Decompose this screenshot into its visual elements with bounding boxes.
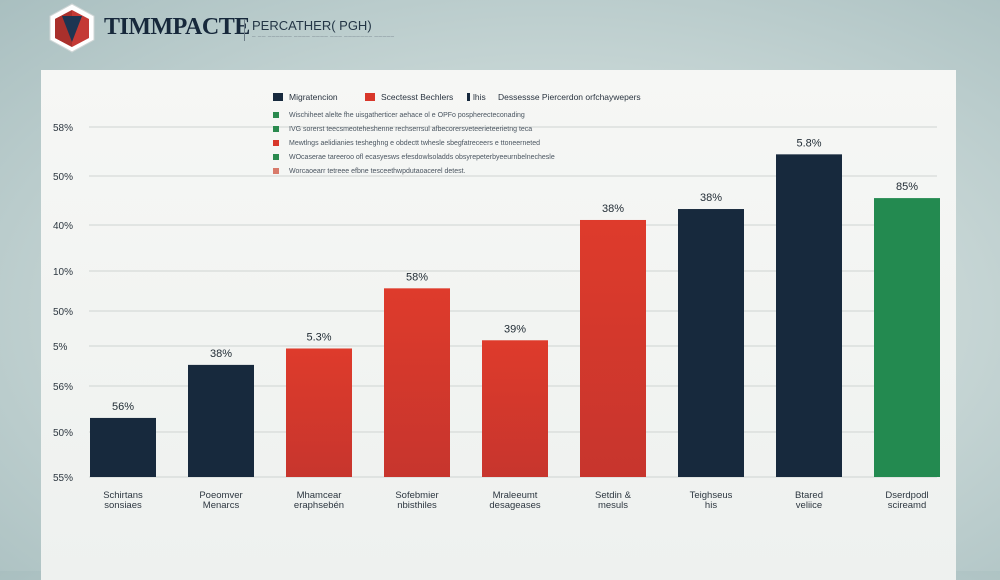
x-tick-label: mesuls — [598, 500, 628, 510]
note-row: Worcaoearr tetreee efbne tesceethwpdutao… — [273, 164, 555, 178]
x-tick-label: veliice — [796, 500, 822, 510]
bar-value-label: 38% — [602, 203, 624, 215]
page-subtitle: PERCATHER( PGH) — [252, 18, 372, 33]
y-tick-label: 50% — [53, 172, 73, 183]
bar-value-label: 58% — [406, 271, 428, 283]
bar-chart: 58% 50% 40% 10% 50% 5% 56% 50% 55% 56% Schirtansso… — [53, 123, 940, 510]
brand-name: TIMMPACTE — [104, 14, 250, 40]
y-tick-label: 5% — [53, 342, 68, 353]
note-text: WOcaserae tareeroo ofl ecasyesws efesdow… — [289, 153, 555, 161]
x-tick-label: Sofebmier — [395, 490, 438, 501]
note-row: Wischiheet alelte fhe uisgatherticer aeh… — [273, 108, 555, 122]
x-tick-label: Dserdpodl — [885, 490, 928, 501]
x-tick-label: eraphsebén — [294, 500, 344, 510]
note-swatch — [273, 112, 279, 118]
x-tick-label: scireamd — [888, 500, 927, 510]
note-text: Wischiheet alelte fhe uisgatherticer aeh… — [289, 111, 525, 119]
bar — [482, 340, 548, 477]
x-tick-label: Btared — [795, 490, 823, 501]
bar — [286, 348, 352, 477]
bar-value-label: 85% — [896, 181, 918, 193]
legend-label: Migratencion — [289, 92, 338, 102]
bar-value-label: 5.3% — [306, 331, 331, 343]
x-tick-label: Setdin & — [595, 490, 632, 501]
note-row: IVG sorerst teecsmeoteheshenne rechserrs… — [273, 122, 555, 136]
legend-item: Migratencion — [273, 92, 338, 102]
x-tick-label: Schirtans — [103, 490, 143, 501]
header: TIMMPACTE PERCATHER( PGH) ─ ── ────── ──… — [42, 0, 462, 58]
legend-swatch — [467, 93, 470, 101]
x-tick-label: desageases — [489, 500, 540, 510]
note-text: Worcaoearr tetreee efbne tesceethwpdutao… — [289, 167, 466, 175]
x-tick-label: Teighseus — [690, 490, 733, 501]
legend-item: Scectesst Bechlers — [365, 92, 453, 102]
y-tick-label: 50% — [53, 307, 73, 318]
legend-label: lhis — [473, 92, 486, 102]
note-row: Mewtlngs aelidianies tesheghng e obdectt… — [273, 136, 555, 150]
brand-divider — [244, 19, 245, 41]
x-tick-label: Mhamcear — [297, 490, 342, 501]
x-tick-label: nbisthiles — [397, 500, 437, 510]
legend-swatch — [273, 93, 283, 101]
x-tick-label: his — [705, 500, 717, 510]
bar — [188, 364, 254, 477]
bar-value-label: 5.8% — [796, 137, 821, 149]
chart-panel: 58% 50% 40% 10% 50% 5% 56% 50% 55% 56% Schirtans so… — [41, 70, 956, 580]
y-tick-label: 50% — [53, 428, 73, 439]
x-tick-label: Menarcs — [203, 500, 240, 510]
y-tick-label: 10% — [53, 267, 73, 278]
bar — [776, 154, 842, 477]
bar — [678, 209, 744, 477]
chart-notes: Wischiheet alelte fhe uisgatherticer aeh… — [273, 108, 555, 178]
bar — [874, 198, 940, 477]
brand-logo-icon — [49, 3, 95, 53]
legend-label: Scectesst Bechlers — [381, 92, 454, 102]
bar-value-label: 38% — [700, 192, 722, 204]
y-tick-label: 56% — [53, 382, 73, 393]
legend-swatch — [365, 93, 375, 101]
x-tick-label: Poeomver — [199, 490, 242, 501]
x-tick-label: sonsiaes — [104, 500, 142, 510]
bar — [90, 417, 156, 477]
note-text: IVG sorerst teecsmeoteheshenne rechserrs… — [289, 125, 533, 133]
bar — [580, 219, 646, 477]
y-tick-label: 58% — [53, 123, 73, 134]
y-tick-label: 40% — [53, 221, 73, 232]
bar-value-label: 56% — [112, 401, 134, 413]
note-swatch — [273, 154, 279, 160]
tagline: ─ ── ────── ──── ──── ─── ─────── ───── — [252, 34, 395, 40]
note-swatch — [273, 126, 279, 132]
legend-item: lhis — [467, 92, 486, 102]
note-text: Mewtlngs aelidianies tesheghng e obdectt… — [289, 139, 540, 147]
bar-value-label: 38% — [210, 348, 232, 360]
bar — [384, 288, 450, 477]
legend-item: Dessessse Piercerdon orfchaywepers — [498, 92, 641, 102]
note-swatch — [273, 140, 279, 146]
note-swatch — [273, 168, 279, 174]
bar-value-label: 39% — [504, 323, 526, 335]
legend-label: Dessessse Piercerdon orfchaywepers — [498, 92, 641, 102]
note-row: WOcaserae tareeroo ofl ecasyesws efesdow… — [273, 150, 555, 164]
y-tick-label: 55% — [53, 473, 73, 484]
x-tick-label: Mraleeumt — [493, 490, 538, 501]
